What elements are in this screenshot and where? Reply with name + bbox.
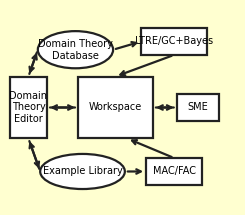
Text: SME: SME [187,103,208,112]
Ellipse shape [38,31,113,68]
FancyBboxPatch shape [10,77,47,138]
FancyBboxPatch shape [177,94,219,121]
FancyBboxPatch shape [141,28,207,55]
Text: Workspace: Workspace [89,103,142,112]
Ellipse shape [40,154,125,189]
Text: Example Library: Example Library [43,166,122,177]
FancyBboxPatch shape [146,158,202,185]
Text: LTRE/GC+Bayes: LTRE/GC+Bayes [135,37,213,46]
FancyBboxPatch shape [78,77,153,138]
Text: Domain
Theory
Editor: Domain Theory Editor [9,91,48,124]
Text: MAC/FAC: MAC/FAC [153,166,196,177]
Text: Domain Theory
Database: Domain Theory Database [38,39,113,60]
